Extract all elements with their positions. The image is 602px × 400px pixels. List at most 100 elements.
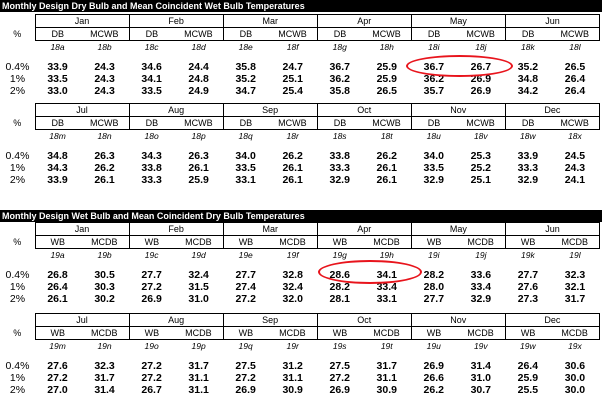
data-cell: 34.3 [141,150,162,162]
data-cell: 32.4 [188,269,209,281]
column-code: 18w [520,130,536,141]
month-header: Mar [222,14,318,28]
section-title: Monthly Design Dry Bulb and Mean Coincid… [0,0,602,12]
column-code: 19f [286,249,299,260]
data-cell: 33.5 [141,85,162,97]
column-code: 18k [521,41,535,52]
data-cell: 26.2 [282,150,303,162]
data-cell: 26.5 [564,61,586,73]
col-b-header: MCWB [550,116,601,130]
col-b-header: MCDB [80,326,130,340]
column-code: 19v [473,340,488,351]
col-b-header: MCWB [174,116,224,130]
column-code: 18s [332,130,347,141]
data-cell: 27.2 [235,372,256,384]
col-a-header: DB [222,116,269,130]
data-cell: 27.4 [235,281,256,293]
data-cell: 26.4 [47,281,68,293]
col-a-header: DB [34,116,81,130]
col-a-header: WB [316,326,363,340]
col-b-header: MCWB [268,27,318,41]
data-cell: 26.1 [376,162,397,174]
data-cell: 32.9 [329,174,350,186]
col-b-header: MCDB [174,326,224,340]
percentile-label: 2% [9,293,26,305]
spacer-cell [505,352,550,360]
column-code: 18a [50,41,65,52]
col-a-header: WB [222,235,269,249]
data-cell: 33.9 [517,150,539,162]
data-cell: 30.3 [94,281,115,293]
data-cell: 27.2 [47,372,68,384]
column-code: 18d [191,41,206,52]
col-a-header: DB [222,27,269,41]
spacer-row [0,53,600,61]
month-header: Sep [222,103,318,117]
data-cell: 28.2 [329,281,350,293]
column-code: 18c [144,41,159,52]
data-cell: 33.5 [47,73,68,85]
header-spacer [0,104,35,117]
column-header-row: % WB MCDB WB MCDB WB MCDB WB MCDB WB MCDB WB MCDB [0,326,601,340]
column-code-row: 19a 19b 19c 19d 19e 19f 19g 19h 19i 19j 19k 19l [0,249,600,262]
spacer-cell [411,261,456,269]
month-header: Jan [34,222,130,236]
data-cell: 26.4 [564,85,586,97]
col-b-header: MCWB [362,27,412,41]
data-cell: 26.1 [188,162,209,174]
column-code: 19j [475,249,487,260]
data-cell: 26.1 [47,293,68,305]
data-cell: 32.4 [282,281,303,293]
column-code: 18m [49,130,66,141]
data-cell: 27.2 [141,372,162,384]
spacer-cell [456,261,505,269]
spacer-cell [550,261,599,269]
col-b-header: MCDB [174,235,224,249]
data-cell: 25.3 [470,150,492,162]
data-cell: 26.9 [329,384,350,396]
data-cell: 34.1 [376,269,397,281]
data-cell: 26.7 [141,384,162,396]
data-cell: 24.3 [94,85,115,97]
data-row: 2% 33.0 24.3 33.5 24.9 34.7 25.4 35.8 26.5 35.7 26… [0,85,600,97]
data-cell: 33.0 [47,85,68,97]
spacer-cell [268,352,317,360]
data-row: 2% 33.9 26.1 33.3 25.9 33.1 26.1 32.9 26.1 32.9 25… [0,174,600,186]
column-code: 18g [332,41,347,52]
spacer-cell [0,53,35,61]
data-cell: 26.3 [188,150,209,162]
data-cell: 24.3 [564,162,586,174]
spacer-cell [411,53,456,61]
data-row: 0.4% 34.8 26.3 34.3 26.3 34.0 26.2 33.8 26.2 34.0… [0,150,600,162]
spacer-cell [174,261,223,269]
data-cell: 34.6 [141,61,162,73]
spacer-cell [223,53,268,61]
data-cell: 31.7 [188,360,209,372]
percent-header: % [13,236,22,247]
monthly-table: Jan Feb Mar Apr May Jun% WB MCDB WB MCDB WB MCDB WB M… [0,222,601,305]
spacer-cell [223,352,268,360]
data-cell: 31.7 [376,360,397,372]
data-cell: 26.2 [94,162,115,174]
data-cell: 31.1 [282,372,303,384]
spacer-cell [174,142,223,150]
percent-header: % [13,327,22,338]
header-spacer [0,223,35,236]
data-cell: 24.9 [188,85,209,97]
data-cell: 33.5 [235,162,256,174]
column-code: 19h [379,249,394,260]
spacer-cell [80,142,129,150]
data-row: 0.4% 27.6 32.3 27.2 31.7 27.5 31.2 27.5 31.7 26.9… [0,360,600,372]
data-cell: 31.2 [282,360,303,372]
data-cell: 25.9 [517,372,539,384]
data-cell: 33.3 [329,162,350,174]
col-b-header: MCWB [174,27,224,41]
monthly-table: Jul Aug Sep Oct Nov Dec% WB MCDB WB MCDB WB MCDB WB M… [0,313,601,396]
month-header: Jul [34,103,130,117]
data-cell: 30.5 [94,269,115,281]
data-cell: 32.3 [564,269,586,281]
column-code: 18o [144,130,159,141]
spacer-cell [35,352,80,360]
section-title: Monthly Design Wet Bulb and Mean Coincid… [0,210,602,222]
spacer-cell [456,142,505,150]
